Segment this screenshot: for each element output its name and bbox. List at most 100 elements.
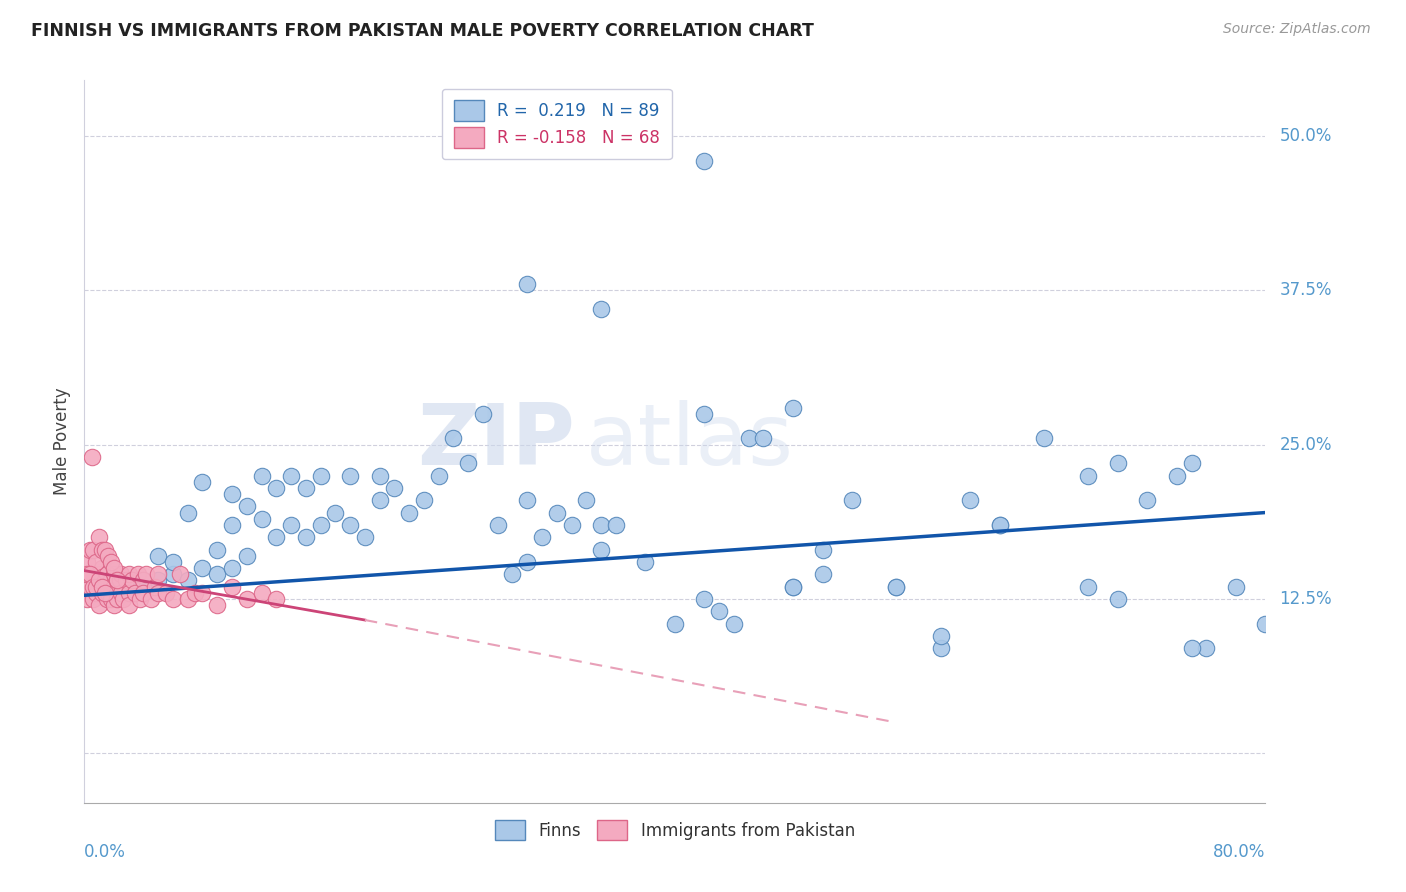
Text: 37.5%: 37.5% bbox=[1279, 281, 1331, 299]
Point bbox=[121, 574, 143, 588]
Point bbox=[236, 592, 259, 607]
Point bbox=[295, 481, 318, 495]
Point bbox=[605, 517, 627, 532]
Point bbox=[169, 567, 191, 582]
Point bbox=[886, 580, 908, 594]
Point bbox=[132, 574, 155, 588]
Point bbox=[148, 549, 170, 563]
Point bbox=[280, 517, 302, 532]
Point bbox=[82, 592, 104, 607]
Text: atlas: atlas bbox=[586, 400, 794, 483]
Text: 80.0%: 80.0% bbox=[1213, 843, 1265, 861]
Point bbox=[129, 592, 152, 607]
Point bbox=[79, 580, 101, 594]
Point bbox=[100, 555, 122, 569]
Point bbox=[97, 549, 120, 563]
Point bbox=[221, 580, 243, 594]
Point bbox=[91, 586, 114, 600]
Point bbox=[221, 487, 243, 501]
Point bbox=[100, 592, 122, 607]
Point bbox=[132, 574, 155, 588]
Point bbox=[752, 432, 775, 446]
Point bbox=[97, 586, 120, 600]
Y-axis label: Male Poverty: Male Poverty bbox=[53, 388, 72, 495]
Point bbox=[1033, 432, 1056, 446]
Point bbox=[177, 506, 200, 520]
Point bbox=[382, 481, 406, 495]
Point bbox=[162, 555, 184, 569]
Point bbox=[87, 530, 111, 544]
Point bbox=[105, 574, 128, 588]
Point bbox=[148, 586, 170, 600]
Point bbox=[118, 580, 141, 594]
Point bbox=[886, 580, 908, 594]
Point bbox=[76, 555, 98, 569]
Point bbox=[132, 586, 155, 600]
Point bbox=[87, 567, 111, 582]
Point bbox=[162, 592, 184, 607]
Point bbox=[250, 586, 273, 600]
Point bbox=[177, 574, 200, 588]
Point bbox=[811, 542, 834, 557]
Point bbox=[103, 561, 125, 575]
Point bbox=[339, 468, 361, 483]
Point bbox=[114, 574, 136, 588]
Point bbox=[486, 517, 509, 532]
Point bbox=[266, 592, 288, 607]
Point bbox=[103, 580, 125, 594]
Point bbox=[575, 493, 598, 508]
Point bbox=[191, 586, 214, 600]
Point bbox=[103, 598, 125, 612]
Point bbox=[280, 468, 302, 483]
Point bbox=[811, 567, 834, 582]
Point bbox=[94, 586, 117, 600]
Point bbox=[988, 517, 1011, 532]
Point bbox=[105, 574, 128, 588]
Point bbox=[723, 616, 745, 631]
Point bbox=[516, 555, 538, 569]
Point bbox=[1107, 456, 1129, 470]
Point bbox=[782, 401, 804, 415]
Point bbox=[82, 542, 104, 557]
Point bbox=[84, 555, 107, 569]
Point bbox=[91, 580, 114, 594]
Point bbox=[76, 567, 98, 582]
Point bbox=[191, 475, 214, 489]
Point bbox=[91, 542, 114, 557]
Point bbox=[132, 580, 155, 594]
Text: Source: ZipAtlas.com: Source: ZipAtlas.com bbox=[1223, 22, 1371, 37]
Point bbox=[94, 542, 117, 557]
Point bbox=[118, 567, 141, 582]
Point bbox=[309, 468, 332, 483]
Point bbox=[103, 567, 125, 582]
Point bbox=[118, 598, 141, 612]
Point bbox=[250, 468, 273, 483]
Point bbox=[472, 407, 495, 421]
Point bbox=[1136, 493, 1159, 508]
Point bbox=[250, 512, 273, 526]
Point bbox=[368, 493, 391, 508]
Point bbox=[105, 592, 128, 607]
Point bbox=[184, 586, 207, 600]
Point bbox=[91, 561, 114, 575]
Point bbox=[591, 301, 613, 316]
Point bbox=[738, 432, 761, 446]
Point bbox=[139, 592, 162, 607]
Point bbox=[516, 277, 538, 291]
Point bbox=[591, 517, 613, 532]
Point bbox=[959, 493, 981, 508]
Point bbox=[266, 530, 288, 544]
Text: 50.0%: 50.0% bbox=[1279, 127, 1331, 145]
Point bbox=[339, 517, 361, 532]
Point bbox=[457, 456, 479, 470]
Text: FINNISH VS IMMIGRANTS FROM PAKISTAN MALE POVERTY CORRELATION CHART: FINNISH VS IMMIGRANTS FROM PAKISTAN MALE… bbox=[31, 22, 814, 40]
Text: ZIP: ZIP bbox=[416, 400, 575, 483]
Point bbox=[143, 580, 166, 594]
Point bbox=[236, 549, 259, 563]
Point bbox=[354, 530, 377, 544]
Point bbox=[110, 567, 132, 582]
Point bbox=[84, 580, 107, 594]
Point bbox=[1107, 592, 1129, 607]
Point bbox=[82, 580, 104, 594]
Point bbox=[127, 567, 149, 582]
